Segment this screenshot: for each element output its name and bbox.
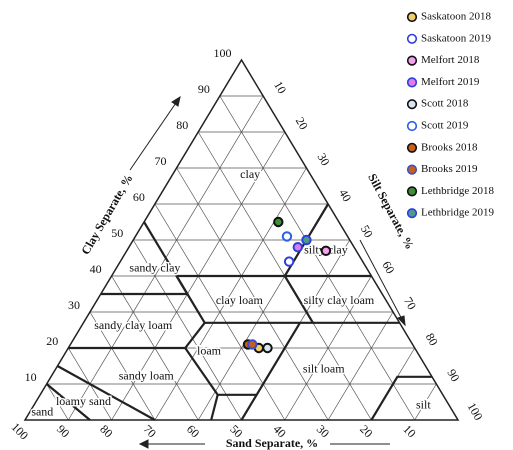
silt-tick-label: 20 xyxy=(293,115,311,132)
class-boundary xyxy=(240,394,258,421)
legend-label: Melfort 2019 xyxy=(421,76,480,88)
silt-grid-line xyxy=(414,383,437,421)
region-label: clay xyxy=(240,167,260,181)
clay-tick-label: 70 xyxy=(155,154,167,168)
class-boundary xyxy=(184,322,301,396)
class-boundary xyxy=(370,375,433,421)
region-label: silt loam xyxy=(303,361,345,375)
sand-tick-label: 20 xyxy=(357,422,375,440)
axis-arrows xyxy=(129,95,406,449)
class-boundary xyxy=(100,275,190,296)
sand-tick-label: 70 xyxy=(141,422,159,440)
data-point xyxy=(320,245,332,257)
sand-tick-label: 60 xyxy=(184,422,202,440)
silt-tick-label: 60 xyxy=(379,259,397,276)
clay-axis-title: Clay Separate, % xyxy=(78,172,135,257)
legend-marker xyxy=(406,33,418,44)
legend-marker xyxy=(406,120,418,132)
sand-grid-line xyxy=(46,383,69,421)
legend-marker xyxy=(406,77,418,88)
clay-tick-label: 80 xyxy=(176,118,188,132)
clay-tick-label: 90 xyxy=(198,82,210,96)
data-point xyxy=(283,256,295,267)
silt-tick-label: 90 xyxy=(444,367,462,384)
legend-marker xyxy=(406,55,418,66)
legend-label: Melfort 2018 xyxy=(421,54,480,66)
data-point xyxy=(273,216,284,228)
clay-tick-label: 20 xyxy=(46,334,58,348)
region-label: loam xyxy=(197,343,222,357)
legend-marker xyxy=(406,99,418,110)
legend-label: Lethbridge 2019 xyxy=(421,207,495,219)
legend-label: Scott 2019 xyxy=(421,120,469,132)
silt-grid-line xyxy=(327,311,394,421)
sand-axis-title: Sand Separate, % xyxy=(226,436,318,450)
legend-marker xyxy=(406,186,418,197)
legend-label: Saskatoon 2018 xyxy=(421,11,491,23)
clay-tick-label: 40 xyxy=(90,262,102,276)
legend-label: Brooks 2018 xyxy=(421,141,478,153)
class-boundary xyxy=(175,275,315,324)
labels: 1020304050607080901001020304050607080901… xyxy=(9,46,486,443)
data-point xyxy=(281,231,293,242)
clay-tick-label: 30 xyxy=(68,298,80,312)
region-label: sandy clay xyxy=(129,261,180,275)
silt-tick-label: 40 xyxy=(336,187,354,204)
region-label: silt xyxy=(416,397,431,411)
silt-tick-label: 50 xyxy=(358,223,376,240)
region-label: loamy sand xyxy=(56,394,111,408)
data-point xyxy=(247,339,258,350)
sand-grid-line xyxy=(176,167,329,421)
sand-tick-label: 80 xyxy=(97,422,115,440)
legend-marker xyxy=(406,142,418,153)
clay-tick-label: 60 xyxy=(133,190,145,204)
region-label: clay loam xyxy=(216,293,264,307)
legend-label: Lethbridge 2018 xyxy=(421,185,495,197)
legend-marker xyxy=(406,11,418,23)
data-point xyxy=(301,234,312,246)
grid xyxy=(46,95,437,421)
class-boundary xyxy=(56,365,156,421)
sand-grid-line xyxy=(89,311,156,421)
region-label: sandy loam xyxy=(119,369,175,383)
silt-tick-label: 100 xyxy=(465,400,486,423)
clay-tick-label: 10 xyxy=(25,370,37,384)
region-label: sand xyxy=(31,405,53,419)
data-point xyxy=(262,342,273,354)
legend-label: Saskatoon 2019 xyxy=(421,32,491,44)
region-label: silty clay loam xyxy=(304,293,375,307)
class-boundary xyxy=(210,394,219,421)
clay-tick-label: 100 xyxy=(214,46,232,60)
legend-label: Brooks 2019 xyxy=(421,163,478,175)
clay-tick-label: 50 xyxy=(111,226,123,240)
sand-grid-line xyxy=(132,239,242,421)
points xyxy=(242,216,332,354)
silt-grid-line xyxy=(154,167,307,421)
silt-tick-label: 30 xyxy=(314,151,332,168)
sand-tick-label: 90 xyxy=(54,422,72,440)
sand-tick-label: 100 xyxy=(9,420,32,443)
data-point xyxy=(292,242,303,253)
legend: Saskatoon 2018 Saskatoon 2019 Melfort 2018… xyxy=(406,11,495,219)
legend-marker xyxy=(406,208,418,219)
legend-label: Scott 2018 xyxy=(421,98,469,110)
class-boundary xyxy=(45,383,91,421)
region-label: sandy clay loam xyxy=(94,318,173,332)
legend-marker xyxy=(406,164,418,175)
silt-tick-label: 80 xyxy=(423,331,441,348)
silt-tick-label: 70 xyxy=(401,295,419,312)
sand-grid-line xyxy=(219,95,415,421)
silt-tick-label: 10 xyxy=(271,79,289,96)
sand-tick-label: 10 xyxy=(400,422,418,440)
